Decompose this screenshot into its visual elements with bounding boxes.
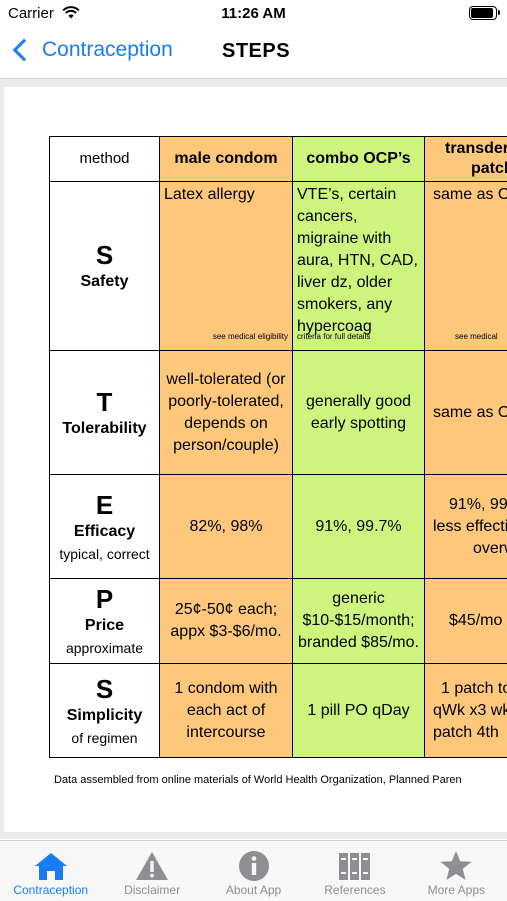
cell-patch-simplicity: 1 patch to qWk x3 wk patch 4th [425,664,507,758]
table-row: E Efficacy typical, correct 82%, 98% 91%… [50,475,507,579]
steps-table: method male condom combo OCP’s transder … [49,136,507,758]
cell-line: overwei [433,538,507,560]
cell-condom-price: 25¢-50¢ each; appx $3-$6/mo. [160,579,293,664]
chevron-left-icon [13,39,36,62]
row-letter: S [54,239,155,271]
tab-contraception[interactable]: Contraception [0,841,101,901]
cell-ocp-tolerability: generally good early spotting [293,351,425,475]
cell-note: see medical [455,326,498,348]
cell-note: see medical eligibility [213,326,288,348]
cell-line: 1 patch to [433,678,507,700]
cell-ocp-price: generic $10-$15/month; branded $85/mo. [293,579,425,664]
header-transdermal-line2: patch [433,159,507,179]
cell-patch-safety: same as OC see medical [425,182,507,351]
back-label: Contraception [42,38,173,62]
row-label-safety: S Safety [50,182,160,351]
clock: 11:26 AM [0,5,507,22]
cell-condom-efficacy: 82%, 98% [160,475,293,579]
row-name: Safety [54,271,155,293]
tab-more-apps[interactable]: More Apps [406,841,507,901]
cell-text: same as OC [433,182,507,206]
header-transdermal: transder patch [425,137,507,182]
cell-condom-safety: Latex allergy see medical eligibility [160,182,293,351]
cell-condom-simplicity: 1 condom with each act of intercourse [160,664,293,758]
status-bar: Carrier 11:26 AM [0,0,507,28]
tab-references[interactable]: References [304,841,405,901]
navigation-bar: Contraception STEPS [0,28,507,79]
row-label-efficacy: E Efficacy typical, correct [50,475,160,579]
cell-line: 91%, 99. [433,494,507,516]
row-subtitle: of regimen [54,727,155,749]
battery-icon [469,6,497,20]
tab-label: More Apps [428,883,485,897]
steps-image-panel[interactable]: method male condom combo OCP’s transder … [4,87,507,832]
row-subtitle: typical, correct [54,543,155,565]
header-transdermal-line1: transder [433,139,507,159]
cell-condom-tolerability: well-tolerated (or poorly-tolerated, dep… [160,351,293,475]
table-row: S Safety Latex allergy see medical eligi… [50,182,507,351]
cell-note: criteria for full details [297,326,370,348]
tab-label: About App [226,883,281,897]
row-letter: S [54,673,155,705]
table-row: P Price approximate 25¢-50¢ each; appx $… [50,579,507,664]
back-button[interactable]: Contraception [12,38,173,62]
tab-label: Disclaimer [124,883,180,897]
row-name: Simplicity [54,705,155,727]
row-label-tolerability: T Tolerability [50,351,160,475]
info-icon [237,849,271,883]
star-icon [439,849,473,883]
cell-patch-tolerability: same as OC [425,351,507,475]
cell-text: Latex allergy [164,182,288,206]
cell-line: qWk x3 wk [433,700,507,722]
content-area: method male condom combo OCP’s transder … [0,79,507,839]
row-label-price: P Price approximate [50,579,160,664]
row-name: Tolerability [54,418,155,440]
tab-about-app[interactable]: About App [203,841,304,901]
tab-disclaimer[interactable]: Disclaimer [101,841,202,901]
house-icon [34,849,68,883]
row-name: Price [54,615,155,637]
table-row: S Simplicity of regimen 1 condom with ea… [50,664,507,758]
cell-ocp-efficacy: 91%, 99.7% [293,475,425,579]
row-name: Efficacy [54,521,155,543]
row-label-simplicity: S Simplicity of regimen [50,664,160,758]
tab-bar: Contraception Disclaimer About App [0,840,507,901]
cell-ocp-safety: VTE’s, certain cancers, migraine with au… [293,182,425,351]
warning-icon [135,849,169,883]
header-combo-ocp: combo OCP’s [293,137,425,182]
row-letter: T [54,386,155,418]
row-subtitle: approximate [54,637,155,659]
cell-patch-efficacy: 91%, 99. less effecti overwei [425,475,507,579]
header-male-condom: male condom [160,137,293,182]
cell-line: less effecti [433,516,507,538]
tab-label: References [324,883,385,897]
cell-line: patch 4th [433,722,507,744]
row-letter: P [54,583,155,615]
table-row: T Tolerability well-tolerated (or poorly… [50,351,507,475]
header-method: method [50,137,160,182]
table-header-row: method male condom combo OCP’s transder … [50,137,507,182]
source-footnote: Data assembled from online materials of … [54,774,462,786]
cell-patch-price: $45/mo [425,579,507,664]
tab-label: Contraception [13,883,88,897]
cell-text: VTE’s, certain cancers, migraine with au… [297,182,420,338]
row-letter: E [54,489,155,521]
page-title: STEPS [222,40,290,63]
books-icon [338,849,372,883]
cell-ocp-simplicity: 1 pill PO qDay [293,664,425,758]
